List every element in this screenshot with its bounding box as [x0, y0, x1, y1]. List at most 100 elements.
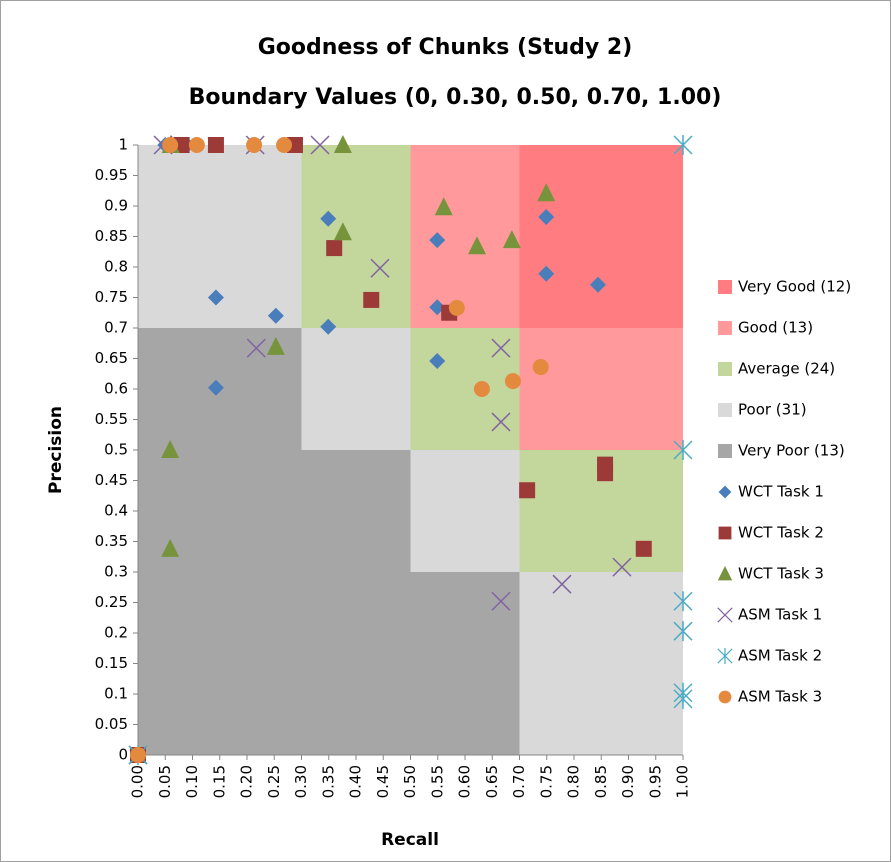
x-tick-label: 0.65 [483, 765, 501, 798]
marker-triangle [161, 538, 180, 557]
y-axis-title: Precision [46, 406, 66, 494]
x-tick-label: 0.85 [592, 765, 610, 798]
x-tick-label: 0.00 [129, 765, 147, 798]
y-tick-label: 0.25 [95, 593, 128, 611]
x-tick-label: 0.95 [646, 765, 664, 798]
marker-star [717, 648, 733, 665]
legend-label: Poor (31) [738, 401, 807, 419]
marker-diamond [538, 208, 555, 225]
region-cell [519, 572, 683, 755]
marker-triangle [333, 135, 352, 153]
legend-label: WCT Task 1 [738, 483, 824, 501]
marker-x [491, 591, 511, 611]
marker-diamond [207, 289, 224, 306]
marker-x [612, 557, 632, 577]
y-tick-label: 0.8 [104, 258, 128, 276]
marker-circle [130, 747, 146, 763]
marker-star [673, 591, 693, 612]
y-tick-label: 0.9 [104, 197, 128, 215]
x-tick-label: 0.80 [565, 765, 583, 798]
marker-triangle [467, 236, 486, 255]
region-cell [519, 328, 683, 450]
region-cell [410, 145, 520, 328]
marker-x [491, 412, 511, 432]
legend-label: WCT Task 2 [738, 524, 824, 542]
region-cell [301, 328, 411, 450]
marker-diamond [429, 352, 446, 369]
legend-marker [717, 648, 733, 665]
y-tick-label: 0 [118, 746, 128, 764]
chart-title: Goodness of Chunks (Study 2) [258, 35, 633, 60]
legend-label: Average (24) [738, 360, 835, 378]
legend-label: Very Good (12) [738, 278, 851, 296]
x-axis-title: Recall [381, 830, 439, 850]
x-tick-label: 0.50 [401, 765, 419, 798]
marker-square [718, 526, 732, 540]
marker-triangle [502, 230, 521, 249]
marker-x [717, 607, 733, 623]
y-tick-label: 0.2 [104, 624, 128, 642]
marker-triangle [717, 566, 733, 581]
x-tick-label: 1.00 [674, 765, 692, 798]
marker-square [326, 240, 343, 257]
marker-square [597, 465, 614, 482]
marker-diamond [589, 276, 606, 293]
y-tick-label: 0.1 [104, 685, 128, 703]
legend-marker [717, 566, 733, 581]
y-tick-label: 0.5 [104, 441, 128, 459]
marker-diamond [207, 379, 224, 396]
legend-swatch [718, 321, 732, 335]
legend-label: Very Poor (13) [738, 442, 845, 460]
legend-label: Good (13) [738, 319, 813, 337]
legend-swatch [718, 403, 732, 417]
y-tick-label: 0.85 [95, 227, 128, 245]
x-tick-label: 0.30 [292, 765, 310, 798]
x-tick-label: 0.90 [619, 765, 637, 798]
y-tick-label: 0.55 [95, 410, 128, 428]
marker-circle [718, 690, 732, 704]
y-tick-label: 1 [118, 136, 128, 154]
marker-triangle [161, 440, 180, 458]
marker-diamond [267, 307, 284, 324]
legend-swatch [718, 444, 732, 458]
y-tick-label: 0.75 [95, 288, 128, 306]
x-tick-label: 0.20 [238, 765, 256, 798]
x-tick-label: 0.55 [428, 765, 446, 798]
legend-marker [718, 526, 732, 540]
marker-triangle [434, 197, 453, 216]
y-tick-label: 0.4 [104, 502, 128, 520]
region-cell [138, 450, 302, 572]
marker-x [310, 135, 330, 155]
x-tick-label: 0.70 [510, 765, 528, 798]
marker-diamond [320, 318, 337, 335]
marker-circle [276, 137, 293, 153]
y-tick-label: 0.35 [95, 532, 128, 550]
marker-circle [532, 359, 549, 376]
x-tick-label: 0.45 [374, 765, 392, 798]
marker-diamond [320, 210, 337, 227]
marker-circle [188, 137, 205, 153]
marker-circle [448, 299, 465, 316]
y-tick-label: 0.95 [95, 166, 128, 184]
legend-label: ASM Task 2 [738, 647, 822, 665]
y-tick-label: 0.7 [104, 319, 128, 337]
region-cell [301, 145, 411, 328]
legend-label: WCT Task 3 [738, 565, 824, 583]
legend-label: ASM Task 3 [738, 688, 822, 706]
marker-x [246, 338, 266, 358]
marker-triangle [266, 336, 285, 355]
x-tick-label: 0.40 [347, 765, 365, 798]
legend-marker [718, 690, 732, 704]
legend-marker [717, 607, 733, 623]
y-tick-label: 0.15 [95, 654, 128, 672]
marker-star [673, 621, 693, 642]
marker-star [673, 135, 693, 155]
region-cell [410, 450, 520, 572]
x-tick-label: 0.75 [537, 765, 555, 798]
chart-subtitle: Boundary Values (0, 0.30, 0.50, 0.70, 1.… [189, 85, 722, 110]
region-cell [301, 572, 411, 755]
marker-star [673, 440, 693, 460]
marker-square [363, 291, 380, 308]
marker-circle [246, 137, 263, 153]
marker-circle [473, 381, 490, 397]
